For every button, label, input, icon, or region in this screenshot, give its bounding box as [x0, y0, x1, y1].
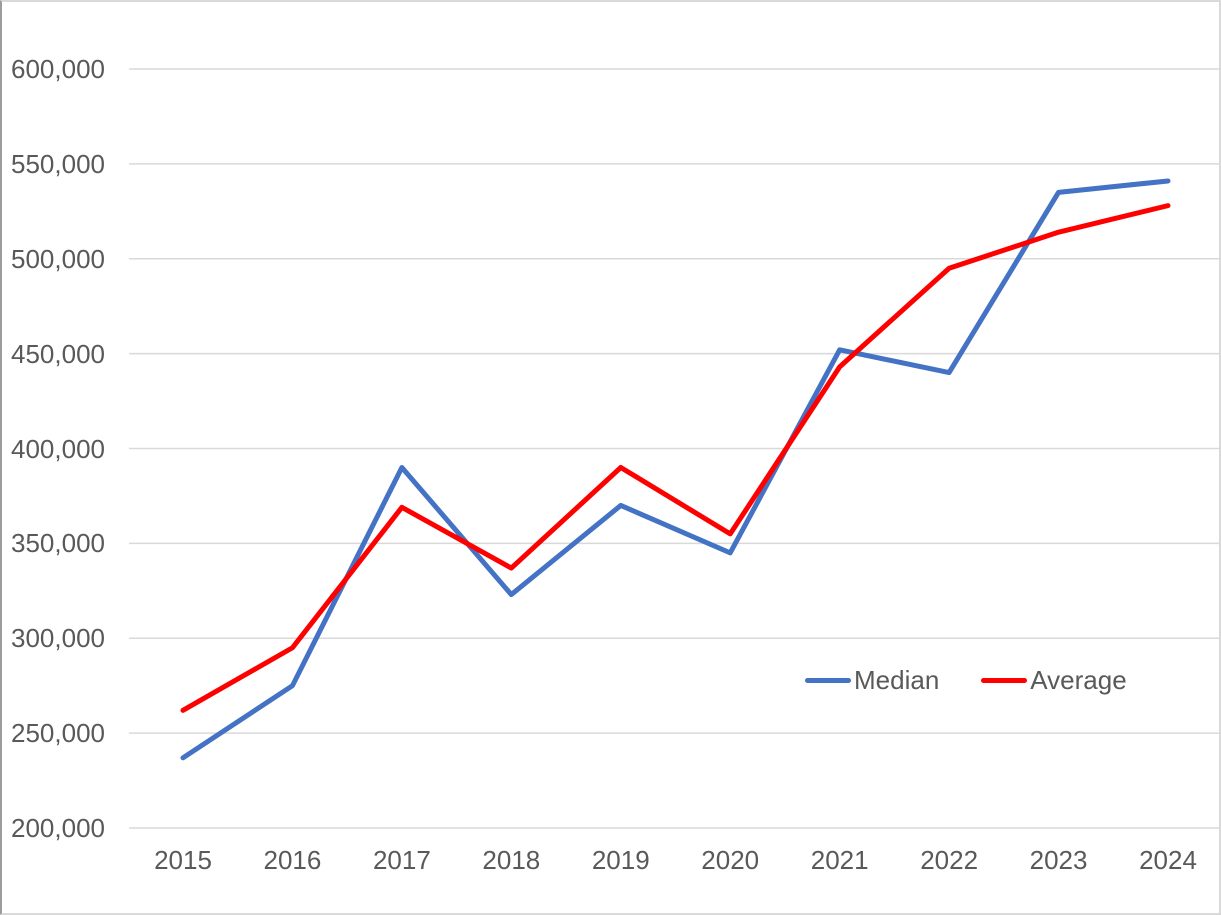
y-tick-label: 550,000	[11, 148, 105, 179]
x-tick-label: 2015	[154, 845, 212, 875]
y-tick-label: 400,000	[11, 433, 105, 464]
legend-item-average[interactable]: Average	[981, 665, 1127, 695]
legend-item-median[interactable]: Median	[805, 665, 939, 695]
average-line-swatch	[981, 677, 1028, 683]
y-tick-label: 250,000	[11, 718, 105, 749]
y-tick-label: 450,000	[11, 338, 105, 369]
x-tick-label: 2018	[482, 845, 541, 875]
x-tick-label: 2024	[1139, 845, 1197, 875]
x-tick-label: 2021	[810, 845, 869, 875]
x-tick-label: 2022	[920, 845, 979, 875]
y-tick-label: 600,000	[11, 54, 105, 84]
legend-label-median: Median	[854, 665, 940, 695]
series-line-average[interactable]	[180, 203, 1171, 713]
legend-label-average: Average	[1030, 665, 1127, 695]
legend: Median Average	[805, 665, 1127, 695]
x-tick-label: 2023	[1029, 845, 1088, 875]
x-tick-label: 2016	[263, 845, 322, 875]
y-tick-label: 200,000	[11, 813, 105, 843]
y-tick-label: 500,000	[11, 243, 105, 274]
x-tick-label: 2017	[372, 845, 431, 875]
y-tick-label: 300,000	[11, 623, 105, 654]
x-tick-label: 2020	[701, 845, 760, 875]
x-tick-label: 2019	[591, 845, 650, 875]
y-tick-label: 350,000	[11, 528, 105, 559]
median-line-swatch	[805, 677, 851, 683]
